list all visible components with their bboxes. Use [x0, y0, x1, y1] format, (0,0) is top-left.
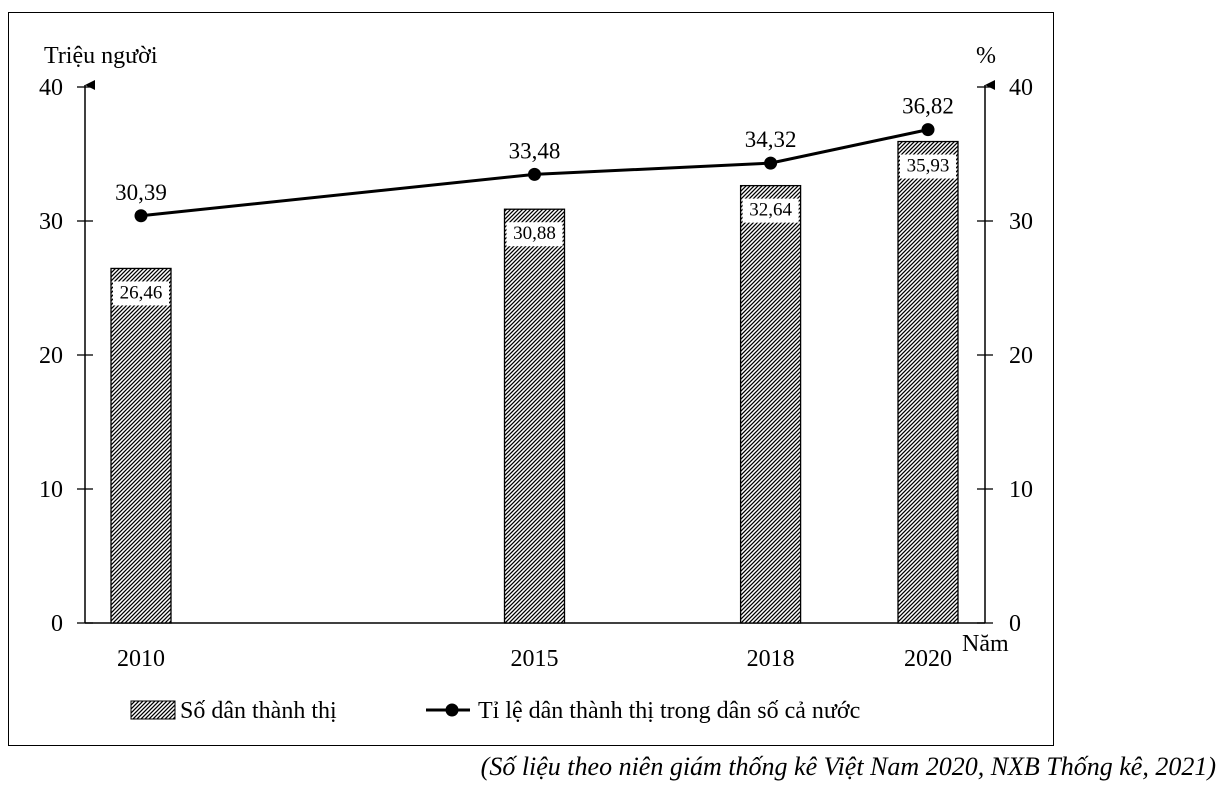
source-caption: (Số liệu theo niên giám thống kê Việt Na…	[480, 752, 1216, 781]
right-tick-label: 0	[1009, 611, 1021, 637]
right-axis-title: %	[976, 43, 996, 69]
line-series	[134, 123, 935, 223]
legend-line-label: Tỉ lệ dân thành thị trong dân số cả nước	[478, 698, 860, 724]
category-label: 2020	[904, 646, 952, 672]
bars	[110, 140, 959, 624]
line-value-label: 36,82	[902, 94, 954, 119]
line-value-label: 33,48	[509, 138, 561, 163]
line-value-label: 30,39	[115, 180, 167, 205]
bar	[503, 208, 566, 624]
bar-label-bg	[506, 222, 563, 247]
bar-label-bg	[900, 154, 956, 179]
bar-label-bg	[113, 281, 169, 306]
legend-bar-swatch	[130, 700, 176, 720]
data-labels: 26,46 30,88 32,64 35,93 30,39 33,48 34,32 36,82	[113, 94, 956, 306]
right-tick-label: 40	[1009, 75, 1033, 101]
category-label: 2015	[511, 646, 559, 672]
left-tick-label: 30	[39, 209, 63, 235]
line-value-label: 34,32	[745, 127, 797, 152]
right-tick-label: 30	[1009, 209, 1033, 235]
bar-value-label: 35,93	[907, 156, 950, 177]
bar-label-bg	[742, 198, 799, 223]
line-point	[764, 156, 778, 170]
right-tick-label: 10	[1009, 477, 1033, 503]
left-tick-label: 20	[39, 343, 63, 369]
line-point	[134, 209, 148, 223]
line-point	[921, 123, 935, 137]
bar	[897, 140, 959, 624]
legend: Số dân thành thị Tỉ lệ dân thành thị tron…	[130, 698, 860, 724]
category-label: 2018	[747, 646, 795, 672]
bar	[110, 267, 172, 624]
left-tick-label: 10	[39, 477, 63, 503]
bar-value-label: 32,64	[749, 200, 792, 221]
right-tick-label: 20	[1009, 343, 1033, 369]
legend-line-marker	[445, 703, 459, 717]
bar	[739, 184, 802, 624]
left-axis-title: Triệu người	[44, 43, 158, 69]
left-tick-label: 40	[39, 75, 63, 101]
category-label: 2010	[117, 646, 165, 672]
legend-bar-label: Số dân thành thị	[180, 698, 337, 724]
line-path	[140, 128, 929, 218]
x-axis-title: Năm	[962, 631, 1009, 657]
bar-value-label: 30,88	[513, 223, 556, 244]
line-point	[528, 167, 541, 181]
bar-value-label: 26,46	[120, 282, 163, 303]
left-tick-label: 0	[51, 611, 63, 637]
